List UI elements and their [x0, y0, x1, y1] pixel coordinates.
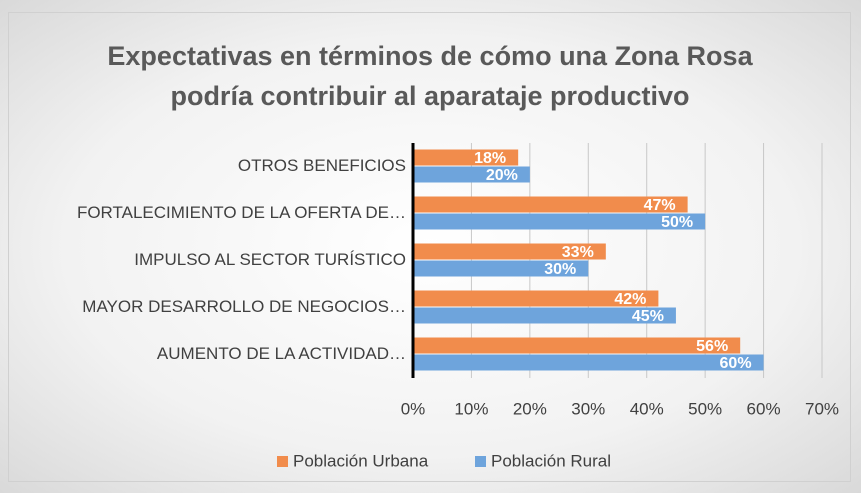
bar	[413, 243, 606, 260]
data-label: 56%	[696, 338, 728, 355]
y-tick-label: FORTALECIMIENTO DE LA OFERTA DE…	[77, 203, 406, 222]
x-tick-label: 40%	[630, 399, 664, 418]
legend-swatch	[277, 456, 288, 467]
data-label: 47%	[644, 197, 676, 214]
bar	[413, 290, 659, 307]
x-tick-label: 50%	[688, 399, 722, 418]
data-label: 45%	[632, 308, 664, 325]
x-tick-label: 30%	[571, 399, 605, 418]
bar	[413, 213, 706, 230]
legend-label: Población Urbana	[293, 451, 429, 470]
bar	[413, 260, 589, 277]
bar	[413, 337, 741, 354]
legend-label: Población Rural	[491, 451, 611, 470]
y-tick-label: MAYOR DESARROLLO DE NEGOCIOS…	[82, 297, 406, 316]
data-label: 30%	[544, 261, 576, 278]
x-tick-label: 10%	[454, 399, 488, 418]
y-tick-label: AUMENTO DE LA ACTIVIDAD…	[157, 344, 406, 363]
chart-title: Expectativas en términos de cómo una Zon…	[107, 41, 753, 111]
data-label: 60%	[720, 355, 752, 372]
chart-frame	[8, 12, 851, 482]
data-label: 18%	[474, 150, 506, 167]
x-tick-label: 70%	[805, 399, 839, 418]
legend-swatch	[475, 456, 486, 467]
data-label: 50%	[661, 214, 693, 231]
bar	[413, 307, 676, 324]
data-label: 20%	[486, 167, 518, 184]
bar	[413, 149, 519, 166]
bar	[413, 166, 530, 183]
bar	[413, 354, 764, 371]
y-tick-label: IMPULSO AL SECTOR TURÍSTICO	[134, 250, 406, 269]
data-label: 33%	[562, 244, 594, 261]
y-tick-label: OTROS BENEFICIOS	[238, 156, 406, 175]
x-tick-label: 20%	[513, 399, 547, 418]
x-tick-label: 60%	[747, 399, 781, 418]
data-label: 42%	[614, 291, 646, 308]
x-tick-label: 0%	[401, 399, 426, 418]
bar	[413, 196, 688, 213]
